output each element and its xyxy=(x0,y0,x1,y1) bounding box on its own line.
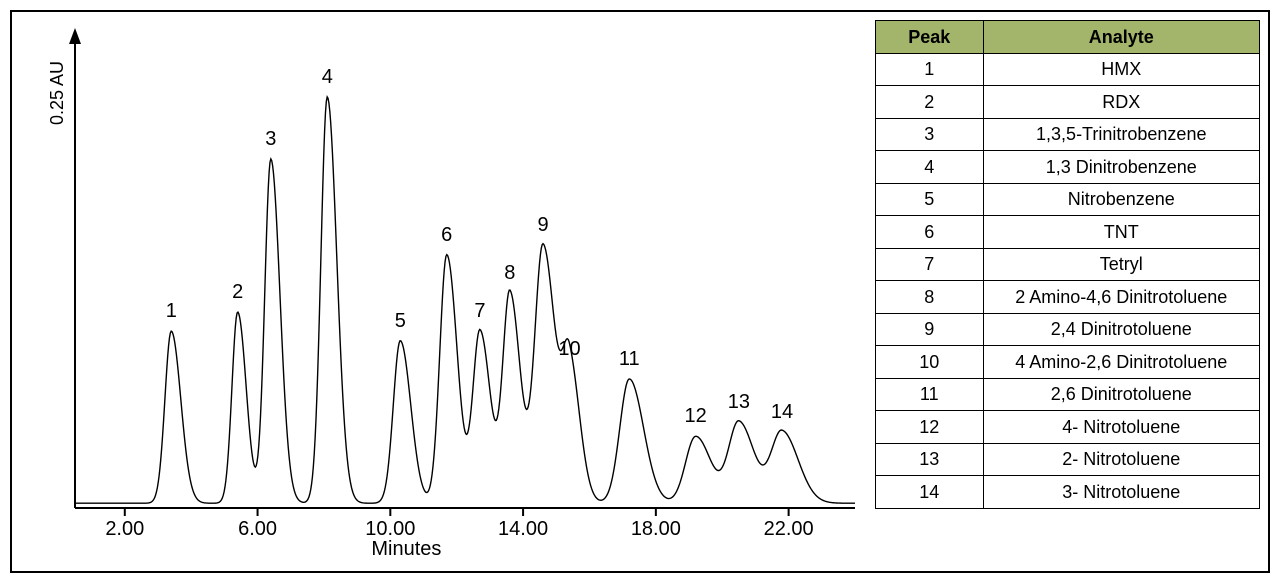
table-row: 7Tetryl xyxy=(876,248,1260,281)
analyte-table: Peak Analyte 1HMX2RDX31,3,5-Trinitrobenz… xyxy=(875,20,1260,509)
cell-peak: 5 xyxy=(876,183,984,216)
cell-peak: 1 xyxy=(876,53,984,86)
cell-analyte: 2,4 Dinitrotoluene xyxy=(983,313,1259,346)
cell-peak: 7 xyxy=(876,248,984,281)
cell-peak: 12 xyxy=(876,411,984,444)
table-row: 132- Nitrotoluene xyxy=(876,443,1260,476)
cell-analyte: 2 Amino-4,6 Dinitrotoluene xyxy=(983,281,1259,314)
table-row: 82 Amino-4,6 Dinitrotoluene xyxy=(876,281,1260,314)
table-row: 124- Nitrotoluene xyxy=(876,411,1260,444)
table-row: 104 Amino-2,6 Dinitrotoluene xyxy=(876,346,1260,379)
cell-analyte: HMX xyxy=(983,53,1259,86)
table-row: 5Nitrobenzene xyxy=(876,183,1260,216)
cell-analyte: TNT xyxy=(983,216,1259,249)
cell-peak: 2 xyxy=(876,86,984,119)
cell-peak: 8 xyxy=(876,281,984,314)
cell-peak: 11 xyxy=(876,378,984,411)
table-row: 1HMX xyxy=(876,53,1260,86)
cell-analyte: 2,6 Dinitrotoluene xyxy=(983,378,1259,411)
table-row: 31,3,5-Trinitrobenzene xyxy=(876,118,1260,151)
cell-peak: 13 xyxy=(876,443,984,476)
cell-analyte: 2- Nitrotoluene xyxy=(983,443,1259,476)
cell-peak: 6 xyxy=(876,216,984,249)
table-row: 112,6 Dinitrotoluene xyxy=(876,378,1260,411)
cell-analyte: RDX xyxy=(983,86,1259,119)
table-row: 143- Nitrotoluene xyxy=(876,476,1260,509)
cell-peak: 4 xyxy=(876,151,984,184)
col-header-peak: Peak xyxy=(876,21,984,54)
cell-analyte: 1,3,5-Trinitrobenzene xyxy=(983,118,1259,151)
cell-analyte: 3- Nitrotoluene xyxy=(983,476,1259,509)
table-row: 6TNT xyxy=(876,216,1260,249)
analyte-table-pane: Peak Analyte 1HMX2RDX31,3,5-Trinitrobenz… xyxy=(875,20,1260,563)
cell-peak: 10 xyxy=(876,346,984,379)
table-row: 41,3 Dinitrobenzene xyxy=(876,151,1260,184)
cell-analyte: 4- Nitrotoluene xyxy=(983,411,1259,444)
cell-peak: 14 xyxy=(876,476,984,509)
chromatogram-svg xyxy=(20,20,865,563)
cell-peak: 3 xyxy=(876,118,984,151)
cell-analyte: 4 Amino-2,6 Dinitrotoluene xyxy=(983,346,1259,379)
cell-peak: 9 xyxy=(876,313,984,346)
table-row: 92,4 Dinitrotoluene xyxy=(876,313,1260,346)
cell-analyte: Tetryl xyxy=(983,248,1259,281)
cell-analyte: 1,3 Dinitrobenzene xyxy=(983,151,1259,184)
chromatogram-chart: 2.006.0010.0014.0018.0022.00Minutes0.25 … xyxy=(20,20,865,563)
figure-frame: 2.006.0010.0014.0018.0022.00Minutes0.25 … xyxy=(10,10,1270,573)
table-row: 2RDX xyxy=(876,86,1260,119)
cell-analyte: Nitrobenzene xyxy=(983,183,1259,216)
col-header-analyte: Analyte xyxy=(983,21,1259,54)
table-header-row: Peak Analyte xyxy=(876,21,1260,54)
